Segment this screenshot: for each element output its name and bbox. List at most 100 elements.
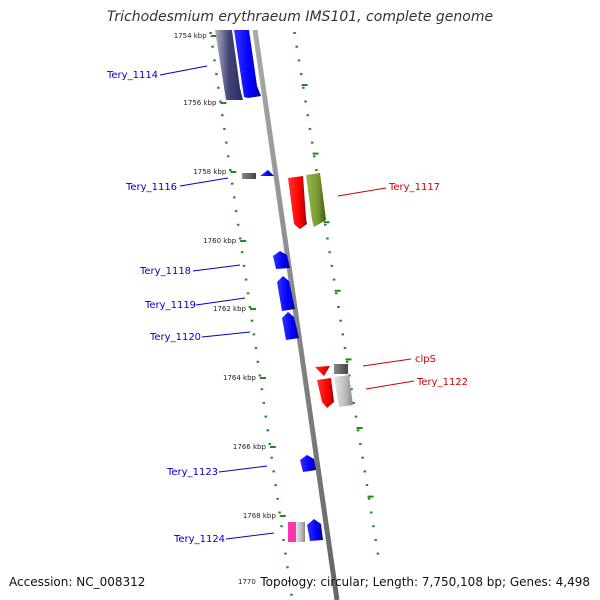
tick-dot — [348, 374, 351, 377]
tick-dot — [260, 388, 264, 391]
gene-label-tery-1124[interactable]: Tery_1124 — [173, 534, 225, 545]
tick-dot — [308, 127, 312, 130]
tick-dot — [310, 141, 314, 144]
tick-dot — [341, 333, 344, 336]
tick-dot — [227, 155, 230, 158]
tick-dot — [270, 456, 273, 459]
gene-feature-tery-1117[interactable] — [288, 176, 307, 229]
tick-labels: 1754 kbp 1756 kbp 1758 kbp 1760 kbp 1762 kbp… — [174, 32, 277, 520]
gene-feature-tery-1122[interactable] — [317, 378, 334, 408]
tick-dot — [272, 470, 275, 473]
gene-feature-tery-1119[interactable] — [277, 276, 295, 311]
gene-feature-clps[interactable] — [315, 366, 330, 376]
tick-dot — [221, 114, 224, 117]
tick-dot — [215, 73, 218, 76]
tick-dot — [326, 237, 329, 240]
gene-feature-tery-1114[interactable] — [234, 30, 261, 98]
tick-dot — [238, 237, 242, 240]
tick-dot — [219, 100, 222, 103]
tick-dot — [252, 333, 256, 336]
tick-dot — [328, 251, 331, 254]
tick-dot — [332, 278, 336, 281]
tick-dot — [295, 45, 298, 48]
gene-feature-tery-1116-grey[interactable] — [242, 173, 256, 179]
gene-feature-clps-grey[interactable] — [334, 364, 348, 374]
major-tick — [312, 152, 319, 155]
tick-dot — [262, 401, 266, 404]
major-tick — [279, 515, 286, 517]
gene-feature-tery-1120[interactable] — [282, 312, 299, 340]
end-tick-label: 1770 — [238, 578, 256, 586]
genome-backbone — [252, 29, 340, 600]
tick-dot — [234, 210, 238, 213]
tick-dot — [268, 443, 271, 445]
tick-dot — [209, 32, 212, 34]
label-leaders — [159, 65, 415, 540]
tick-dot — [297, 59, 301, 62]
tick-dot — [352, 401, 355, 404]
tick-dot — [280, 525, 283, 528]
tick-label: 1754 kbp — [174, 32, 208, 40]
major-tick — [301, 84, 308, 86]
gene-label-tery-1117[interactable]: Tery_1117 — [388, 182, 440, 193]
tick-dot — [315, 169, 318, 171]
tick-dot — [361, 456, 364, 459]
tick-dot — [370, 511, 373, 514]
tick-dot — [233, 196, 236, 199]
tick-dot — [345, 360, 349, 363]
gene-feature-tery-1124-pink[interactable] — [288, 522, 296, 542]
major-tick — [220, 102, 227, 104]
gene-label-tery-1119[interactable]: Tery_1119 — [144, 300, 196, 311]
major-tick — [269, 446, 276, 448]
tick-dot — [290, 593, 293, 596]
gene-label-tery-1116[interactable]: Tery_1116 — [125, 182, 177, 193]
gene-feature-tery-1114-grey[interactable] — [215, 30, 243, 100]
gene-feature-tery-1123[interactable] — [300, 455, 316, 472]
tick-dot — [244, 278, 248, 281]
tick-dot — [254, 347, 258, 350]
tick-dot — [248, 306, 252, 308]
tick-dot — [306, 114, 309, 117]
gene-feature-tery-1118[interactable] — [273, 251, 290, 269]
tick-dot — [376, 552, 380, 555]
tick-dot — [304, 100, 307, 103]
tick-dot — [302, 86, 305, 89]
tick-dot — [293, 32, 296, 34]
tick-dot — [363, 470, 366, 473]
gene-feature-tery-1124[interactable] — [307, 519, 323, 541]
tick-dot — [359, 443, 362, 445]
gene-label-tery-1120[interactable]: Tery_1120 — [149, 332, 201, 343]
tick-dot — [288, 580, 291, 582]
tick-dot — [246, 292, 250, 295]
major-tick — [334, 289, 341, 292]
gene-label-tery-1118[interactable]: Tery_1118 — [139, 266, 191, 277]
gene-label-clps[interactable]: clpS — [415, 354, 436, 365]
gene-label-tery-1123[interactable]: Tery_1123 — [166, 467, 218, 478]
tick-dot — [223, 127, 226, 130]
tick-dot — [299, 73, 303, 76]
tick-dot — [213, 59, 216, 62]
tick-label: 1756 kbp — [183, 99, 217, 107]
tick-dot — [278, 511, 281, 514]
gene-label-tery-1122[interactable]: Tery_1122 — [416, 377, 468, 388]
gene-labels: Tery_1114 Tery_1116 Tery_1118 Tery_1119 … — [106, 70, 468, 545]
gene-feature-tery-1116[interactable] — [260, 170, 274, 176]
major-tick — [260, 377, 266, 379]
gene-feature-tery-1122-grey[interactable] — [334, 375, 353, 407]
gene-label-tery-1114[interactable]: Tery_1114 — [106, 70, 158, 81]
tick-dot — [256, 360, 260, 363]
tick-dot — [284, 552, 287, 555]
tick-dot — [337, 306, 340, 308]
tick-dot — [229, 169, 232, 171]
tick-dot — [236, 223, 240, 226]
tick-dot — [367, 497, 371, 500]
tick-dot — [242, 264, 246, 267]
major-tick — [323, 221, 330, 224]
major-tick — [250, 308, 256, 310]
gene-feature-tery-1124-grey[interactable] — [296, 522, 305, 542]
gene-feature-tery-1117-green[interactable] — [306, 173, 326, 227]
tick-dot — [211, 45, 214, 48]
tick-dot — [231, 182, 234, 185]
accession-text: Accession: NC_008312 — [9, 575, 146, 589]
tick-dot — [343, 347, 347, 350]
